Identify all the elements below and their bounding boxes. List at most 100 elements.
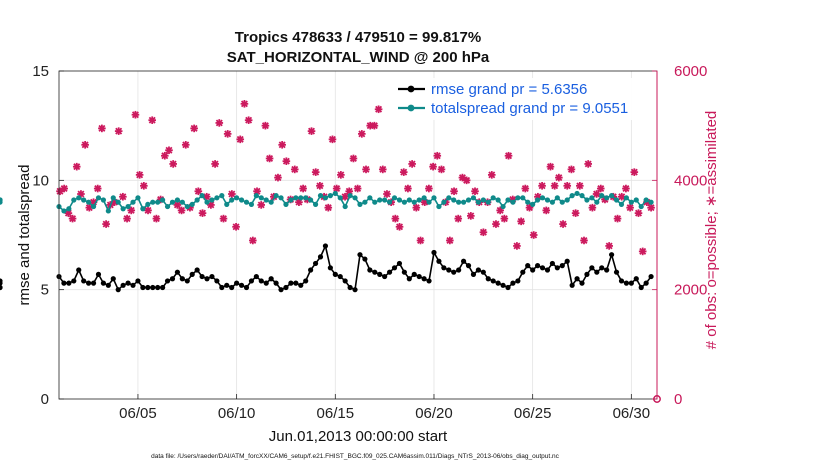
totalspread-point <box>308 197 314 203</box>
totalspread-point <box>391 195 398 201</box>
rmse-point <box>288 280 294 286</box>
legend-totalspread-marker <box>407 104 415 112</box>
obs-assimilated-marker <box>190 124 198 133</box>
rmse-point <box>648 273 654 280</box>
x-axis-label: Jun.01,2013 00:00:00 start <box>269 428 448 445</box>
totalspread-point <box>332 190 338 197</box>
obs-assimilated-marker <box>311 168 320 176</box>
rmse-point <box>174 269 181 275</box>
rmse-point <box>105 282 111 288</box>
obs-assimilated-marker <box>177 206 186 215</box>
totalspread-point <box>401 199 407 205</box>
rmse-point <box>229 284 235 291</box>
totalspread-point <box>209 197 215 203</box>
obs-assimilated-marker <box>114 127 123 135</box>
obs-assimilated-marker <box>408 160 416 168</box>
totalspread-point <box>194 197 200 203</box>
obs-assimilated-marker <box>517 217 525 226</box>
rmse-point <box>140 284 146 291</box>
totalspread-point <box>234 195 240 201</box>
totalspread-point <box>145 201 151 207</box>
totalspread-point <box>411 199 417 205</box>
obs-assimilated-marker <box>358 130 366 138</box>
rmse-point <box>495 280 501 286</box>
rmse-point <box>441 265 447 271</box>
obs-assimilated-marker <box>395 223 404 231</box>
totalspread-point <box>559 199 565 205</box>
rmse-point <box>559 263 565 269</box>
rmse-point <box>322 243 329 249</box>
rmse-point <box>411 271 417 277</box>
totalspread-point <box>569 193 575 199</box>
totalspread-point <box>322 195 329 201</box>
totalspread-point <box>396 197 403 203</box>
rmse-point <box>352 287 358 293</box>
rmse-point <box>110 276 116 282</box>
obs-assimilated-marker <box>60 184 68 193</box>
totalspread-point <box>377 197 383 203</box>
rmse-point <box>303 278 309 284</box>
legend-background <box>394 78 651 120</box>
obs-assimilated-marker <box>500 214 509 223</box>
totalspread-point <box>130 199 136 205</box>
obs-assimilated-marker <box>278 141 286 149</box>
rmse-point <box>406 276 412 282</box>
totalspread-point <box>214 195 220 201</box>
totalspread-point <box>539 195 546 201</box>
rmse-point <box>332 271 338 277</box>
obs-assimilated-marker <box>638 247 647 256</box>
rmse-point <box>160 284 166 291</box>
obs-assimilated-marker <box>592 190 601 198</box>
rmse-point <box>120 282 126 288</box>
x-tick-label: 06/10 <box>218 405 256 422</box>
totalspread-point <box>224 201 230 207</box>
totalspread-point <box>347 193 353 199</box>
rmse-point <box>401 269 407 275</box>
totalspread-point <box>169 199 176 205</box>
obs-assimilated-marker <box>207 201 215 209</box>
totalspread-point <box>426 199 432 205</box>
rmse-point <box>549 260 555 267</box>
rmse-point <box>539 265 546 271</box>
totalspread-point <box>362 199 368 205</box>
obs-assimilated-marker <box>299 184 307 193</box>
obs-assimilated-marker <box>160 151 169 160</box>
obs-assimilated-marker <box>555 173 563 182</box>
totalspread-point <box>253 193 259 199</box>
obs-assimilated-marker <box>123 214 131 223</box>
obs-assimilated-marker <box>425 184 433 193</box>
rmse-point <box>76 267 82 273</box>
rmse-point <box>638 284 644 291</box>
obs-assimilated-marker <box>169 160 177 168</box>
rmse-point <box>446 267 452 273</box>
totalspread-point <box>579 193 585 199</box>
obs-assimilated-marker <box>391 214 400 223</box>
obs-assimilated-marker <box>576 182 584 190</box>
rmse-point <box>475 267 481 273</box>
obs-assimilated-marker <box>68 214 77 223</box>
obs-assimilated-marker <box>550 182 559 190</box>
rmse-point <box>436 258 442 264</box>
obs-assimilated-marker <box>450 187 458 196</box>
rmse-point <box>391 265 398 271</box>
totalspread-point <box>613 197 620 203</box>
totalspread-point <box>164 203 171 210</box>
x-tick-label: 06/30 <box>613 405 651 422</box>
totalspread-point <box>327 193 333 199</box>
rmse-point <box>263 280 269 286</box>
totalspread-point <box>638 203 644 210</box>
rmse-point <box>604 267 610 273</box>
totalspread-point <box>312 201 319 207</box>
obs-assimilated-marker <box>362 165 370 174</box>
totalspread-point <box>515 195 521 201</box>
rmse-point <box>224 282 230 288</box>
rmse-point <box>357 252 363 258</box>
totalspread-point <box>505 197 511 203</box>
totalspread-point <box>115 199 121 205</box>
totalspread-point <box>416 197 422 203</box>
rmse-point <box>337 273 343 280</box>
totalspread-point <box>431 195 437 201</box>
totalspread-point <box>465 197 472 203</box>
totalspread-point <box>648 199 654 205</box>
obs-assimilated-marker <box>290 165 299 174</box>
